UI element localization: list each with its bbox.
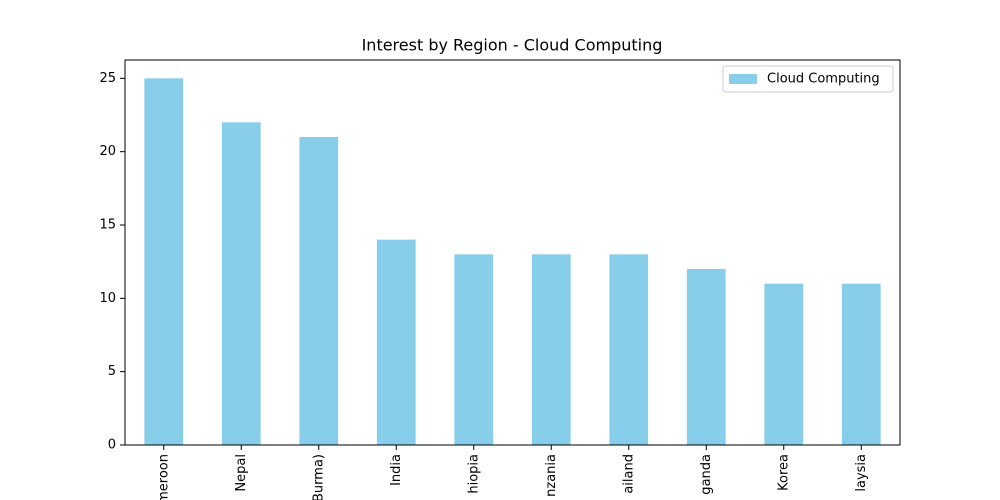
bar: [531, 254, 571, 445]
bar: [609, 254, 649, 445]
legend-box: [722, 65, 894, 93]
x-tick-label: laysia: [854, 454, 869, 492]
bar: [299, 137, 339, 445]
x-tick-label: Nepal: [234, 454, 249, 492]
x-tick-label: hiopia: [466, 454, 481, 494]
x-tick-label: meroon: [156, 454, 171, 500]
y-tick-label: 5: [108, 364, 116, 379]
x-tick-label: Korea: [776, 454, 791, 491]
chart-title: Interest by Region - Cloud Computing: [362, 36, 663, 55]
x-tick-label: nzania: [544, 454, 559, 497]
y-tick-label: 0: [108, 438, 116, 453]
y-tick-label: 15: [99, 218, 116, 233]
legend-label: Cloud Computing: [767, 72, 880, 87]
bar: [221, 122, 261, 445]
bar: [144, 78, 184, 445]
bar: [764, 283, 804, 445]
x-tick-label: Burma): [311, 454, 326, 500]
x-tick-label: ailand: [621, 454, 636, 494]
axes-frame: [124, 59, 901, 446]
y-tick-label: 10: [99, 291, 116, 306]
y-tick-label: 25: [99, 71, 116, 86]
bar: [454, 254, 494, 445]
bar: [686, 269, 726, 445]
x-tick-label: ganda: [699, 454, 714, 495]
bar: [376, 239, 416, 445]
y-tick-label: 20: [99, 144, 116, 159]
bar: [841, 283, 881, 445]
legend-swatch: [729, 74, 757, 84]
x-tick-label: India: [389, 454, 404, 486]
